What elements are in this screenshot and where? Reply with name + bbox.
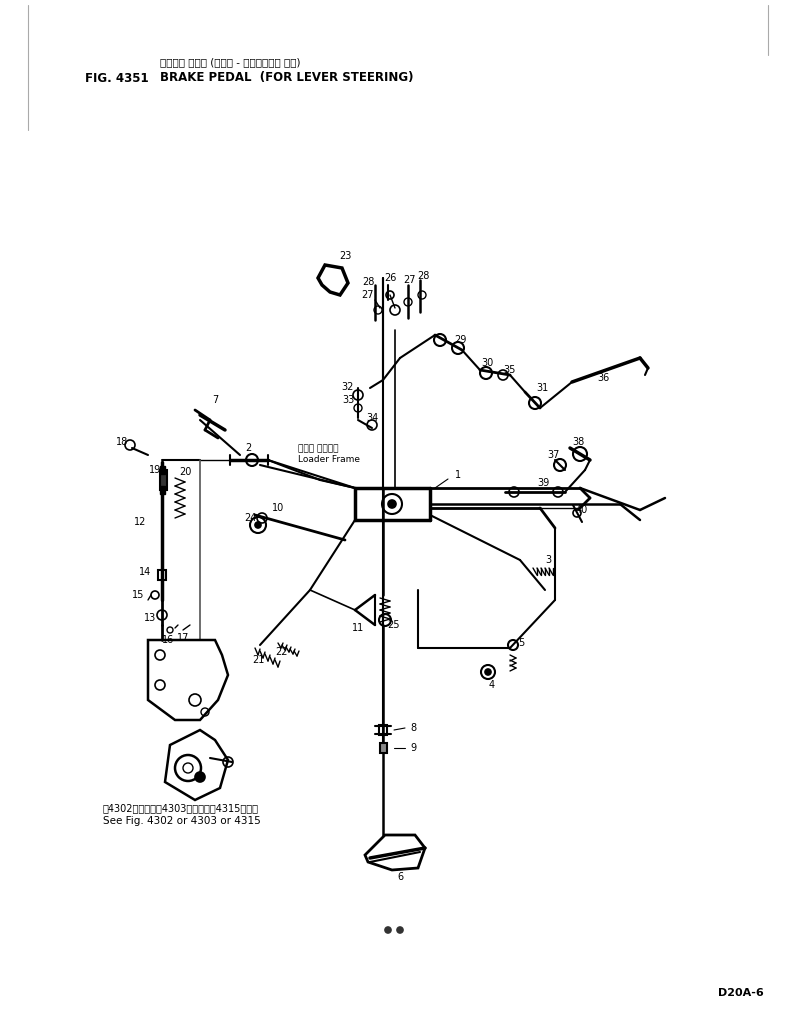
Text: 7: 7 [212, 395, 218, 405]
Text: ブレーキ ペダル (レバー - ステアリング ヨウ): ブレーキ ペダル (レバー - ステアリング ヨウ) [160, 57, 301, 67]
Text: 6: 6 [397, 872, 403, 882]
Text: 35: 35 [504, 365, 516, 374]
Text: 27: 27 [404, 275, 417, 285]
Bar [160, 470, 166, 490]
Text: 16: 16 [162, 635, 174, 645]
Text: ローダ フレーム: ローダ フレーム [298, 444, 339, 453]
Text: 28: 28 [417, 271, 429, 281]
Circle shape [485, 669, 491, 675]
Text: 25: 25 [386, 620, 399, 630]
Text: 31: 31 [536, 383, 548, 393]
Text: 20: 20 [179, 467, 191, 477]
Text: 34: 34 [366, 413, 378, 423]
Text: 30: 30 [481, 358, 493, 368]
Text: Loader Frame: Loader Frame [298, 455, 360, 464]
Text: 36: 36 [597, 373, 609, 383]
Text: 10: 10 [272, 503, 284, 513]
Text: 19: 19 [149, 465, 161, 475]
Circle shape [255, 522, 261, 528]
Text: 3: 3 [545, 555, 551, 565]
Text: 17: 17 [176, 633, 189, 643]
Text: 4: 4 [489, 680, 495, 690]
Text: 5: 5 [518, 638, 524, 648]
Text: 28: 28 [362, 277, 374, 287]
Bar [379, 743, 386, 753]
Text: 14: 14 [139, 567, 151, 577]
Text: BRAKE PEDAL  (FOR LEVER STEERING): BRAKE PEDAL (FOR LEVER STEERING) [160, 72, 413, 84]
Text: 1: 1 [455, 470, 461, 480]
Text: 15: 15 [132, 590, 144, 600]
Bar [160, 486, 165, 494]
Text: 33: 33 [342, 395, 354, 405]
Text: 23: 23 [339, 251, 351, 261]
Text: D20A-6: D20A-6 [718, 988, 764, 998]
Text: 38: 38 [572, 437, 584, 447]
Bar [379, 725, 387, 735]
Circle shape [195, 772, 205, 782]
Bar [158, 570, 166, 580]
Text: 12: 12 [134, 517, 146, 527]
Text: 39: 39 [537, 478, 549, 488]
Text: 32: 32 [341, 382, 353, 392]
Text: FIG. 4351: FIG. 4351 [85, 72, 149, 84]
Bar [160, 466, 165, 474]
Text: 24: 24 [244, 513, 256, 523]
Text: 21: 21 [252, 655, 264, 665]
Text: See Fig. 4302 or 4303 or 4315: See Fig. 4302 or 4303 or 4315 [103, 816, 261, 826]
Text: 8: 8 [410, 723, 416, 733]
Text: 11: 11 [352, 623, 364, 633]
Text: 9: 9 [410, 743, 416, 753]
Text: 笥4302図または笥4303図または笥4315図参照: 笥4302図または笥4303図または笥4315図参照 [103, 803, 259, 813]
Text: 22: 22 [276, 647, 289, 657]
Circle shape [385, 928, 391, 933]
Text: 18: 18 [116, 437, 128, 447]
Text: 27: 27 [362, 290, 374, 300]
Text: 40: 40 [576, 505, 588, 515]
Text: 26: 26 [384, 273, 396, 283]
Circle shape [388, 500, 396, 508]
Text: 37: 37 [547, 450, 559, 460]
Text: 29: 29 [454, 336, 466, 345]
Text: 13: 13 [144, 613, 156, 623]
Circle shape [397, 928, 403, 933]
Text: 2: 2 [245, 443, 251, 453]
